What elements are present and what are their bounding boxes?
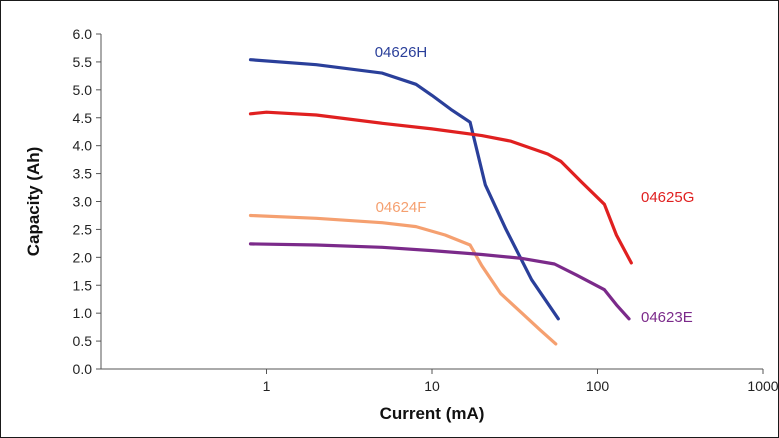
x-tick-label: 1000: [747, 378, 778, 394]
y-tick-label: 2.0: [73, 249, 93, 265]
series-label-04626h: 04626H: [375, 44, 428, 61]
series-line-04624f: [248, 213, 558, 346]
y-tick-label: 4.0: [73, 138, 93, 154]
y-tick-label: 1.0: [73, 305, 93, 321]
y-tick-label: 0.0: [73, 361, 93, 377]
x-ticks: 1 10 100 1000: [263, 369, 778, 394]
series-line-04625g: [248, 110, 633, 265]
x-tick-label: 10: [424, 378, 440, 394]
series-layer: [248, 58, 633, 346]
y-ticks: 0.0 0.5 1.0 1.5 2.0 2.5 3.0 3.5 4.0 4.5 5.0 5.5 6.0: [73, 26, 101, 377]
y-axis-title: Capacity (Ah): [24, 147, 43, 257]
x-axis-title: Current (mA): [380, 404, 485, 423]
y-tick-label: 1.5: [73, 277, 93, 293]
y-tick-label: 6.0: [73, 26, 93, 42]
series-labels: 04626H 04625G 04624F 04623E: [375, 44, 695, 326]
y-tick-label: 5.5: [73, 54, 93, 70]
series-line-04626h: [248, 58, 560, 321]
series-label-04625g: 04625G: [641, 189, 694, 206]
y-tick-label: 5.0: [73, 82, 93, 98]
series-label-04623e: 04623E: [641, 309, 693, 326]
y-tick-label: 3.0: [73, 194, 93, 210]
x-tick-label: 1: [263, 378, 271, 394]
y-tick-label: 3.5: [73, 166, 93, 182]
series-line-04623e: [248, 242, 631, 321]
x-tick-label: 100: [586, 378, 610, 394]
y-tick-label: 4.5: [73, 110, 93, 126]
y-tick-label: 0.5: [73, 333, 93, 349]
series-label-04624f: 04624F: [376, 199, 427, 216]
y-tick-label: 2.5: [73, 221, 93, 237]
